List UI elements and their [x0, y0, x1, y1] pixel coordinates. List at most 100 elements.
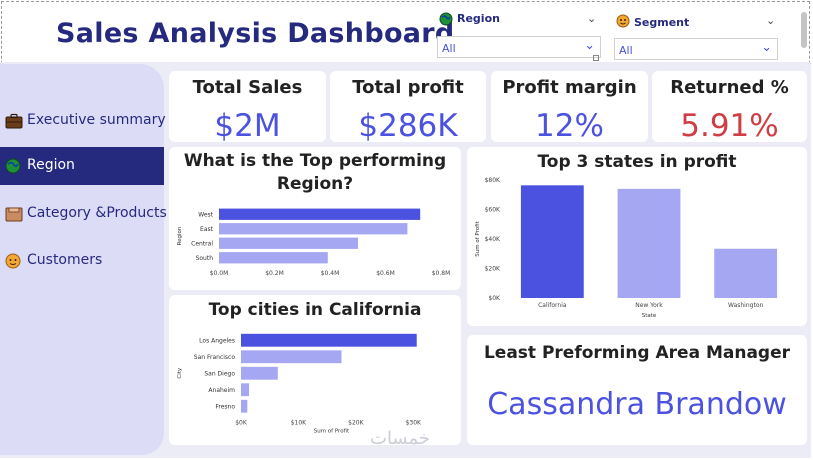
kpi-title: Total Sales — [192, 77, 303, 98]
page-title: Sales Analysis Dashboard — [56, 18, 455, 49]
segment-dropdown-value: All — [619, 44, 633, 57]
cities-chart-card: Top cities in California Los Angeles San … — [169, 295, 461, 445]
segment-dropdown[interactable]: All ⌄ — [614, 38, 778, 60]
axis-label-x: State — [642, 313, 657, 319]
tick-label: $60K — [485, 207, 501, 214]
category-label: San Diego — [204, 370, 235, 377]
sidebar-item-customers[interactable]: Customers — [0, 242, 164, 280]
globe-icon — [439, 12, 453, 30]
manager-title: Least Preforming Area Manager — [483, 343, 791, 363]
axis-label-x: Sum of Profit — [314, 429, 350, 435]
sidebar-item-label: Executive summary — [27, 112, 166, 128]
tick-label: $20K — [348, 420, 364, 427]
bar — [241, 333, 417, 347]
briefcase-icon — [5, 113, 23, 129]
region-dropdown[interactable]: All ⌄ — [437, 36, 601, 58]
category-label: Washington — [728, 302, 763, 309]
tick-label: $0K — [235, 420, 248, 427]
sidebar-item-label: Category &Products — [27, 205, 167, 221]
tick-label: $0.2M — [265, 270, 284, 277]
tick-label: $40K — [485, 236, 501, 243]
chart-title-line: What is the Top performing — [183, 151, 447, 171]
states-bar-chart: $0K $20K $40K $60K $80K California New York Was… — [475, 177, 778, 319]
segment-filter[interactable]: Segment ⌄ All ⌄ — [614, 14, 780, 60]
bar — [219, 223, 408, 235]
chevron-down-icon[interactable]: ⌄ — [761, 40, 772, 55]
category-label: South — [196, 255, 214, 262]
sidebar-item-category-products[interactable]: Category &Products — [0, 195, 167, 233]
person-icon — [616, 14, 630, 32]
category-label: West — [198, 211, 213, 218]
region-bar-chart: West East Central South $0.0M $0.2M $0.4M $0.6M… — [177, 208, 451, 277]
resize-handle[interactable] — [593, 55, 599, 61]
sidebar: Executive summary Region Category &Produ… — [0, 64, 167, 455]
bar — [241, 366, 278, 380]
category-label: California — [538, 302, 567, 309]
sidebar-item-executive-summary[interactable]: Executive summary — [0, 102, 166, 140]
bar — [241, 350, 342, 364]
bar — [241, 399, 248, 413]
chart-title: Top 3 states in profit — [537, 152, 737, 172]
chevron-down-icon[interactable]: ⌄ — [766, 14, 776, 27]
category-label: Fresno — [215, 403, 235, 410]
region-chart-card: What is the Top performing Region? West E… — [169, 147, 461, 290]
bar — [219, 208, 421, 220]
sidebar-item-region[interactable]: Region — [0, 147, 164, 185]
manager-card: Least Preforming Area Manager Cassandra … — [467, 335, 807, 445]
cities-bar-chart: Los Angeles San Francisco San Diego Anaheim… — [177, 333, 422, 435]
globe-icon — [5, 158, 21, 174]
chart-title-line: Region? — [276, 174, 354, 194]
tick-label: $80K — [485, 177, 501, 184]
chart-title: What is the Top performing Region? — [169, 150, 461, 196]
kpi-title: Returned % — [670, 77, 789, 98]
kpi-title: Total profit — [352, 77, 464, 98]
kpi-card-total-profit: Total profit $286K — [330, 71, 486, 144]
axis-label-y: Sum of Profit — [475, 220, 481, 256]
bar — [241, 383, 250, 397]
scrollbar[interactable] — [801, 12, 807, 48]
kpi-card-profit-margin: Profit margin 12% — [491, 71, 648, 144]
category-label: Los Angeles — [199, 337, 235, 344]
bar — [520, 185, 584, 298]
bar — [714, 248, 778, 298]
tick-label: $0.6M — [376, 270, 395, 277]
watermark: خمسات — [370, 428, 431, 449]
tick-label: $0.8M — [432, 270, 451, 277]
bar — [617, 188, 681, 298]
chart-title: Top cities in California — [208, 300, 422, 320]
chevron-down-icon[interactable]: ⌄ — [584, 38, 595, 53]
kpi-card-returned-percent: Returned % 5.91% — [652, 71, 807, 144]
person-icon — [5, 253, 21, 269]
chevron-down-icon[interactable]: ⌄ — [587, 12, 597, 25]
bar — [219, 237, 359, 249]
segment-filter-label: Segment — [634, 16, 690, 29]
category-label: New York — [635, 302, 663, 309]
kpi-value: 12% — [535, 108, 604, 144]
sidebar-item-label: Region — [27, 157, 75, 173]
states-chart-card: Top 3 states in profit $0K $20K $40K $60K $8… — [467, 147, 807, 326]
manager-name: Cassandra Brandow — [487, 387, 787, 422]
category-label: San Francisco — [194, 354, 236, 361]
tick-label: $0.4M — [321, 270, 340, 277]
category-label: Anaheim — [208, 387, 235, 394]
tick-label: $0.0M — [210, 270, 229, 277]
kpi-card-total-sales: Total Sales $2M — [169, 71, 326, 144]
tick-label: $20K — [485, 266, 501, 273]
region-filter-label: Region — [457, 12, 500, 25]
tick-label: $0K — [488, 295, 501, 302]
region-filter[interactable]: Region ⌄ All ⌄ — [437, 12, 603, 58]
kpi-value: 5.91% — [680, 108, 779, 144]
sidebar-item-label: Customers — [27, 252, 103, 268]
bar — [219, 252, 328, 264]
axis-label-y: City — [177, 367, 183, 379]
tick-label: $30K — [406, 420, 422, 427]
kpi-title: Profit margin — [502, 77, 637, 98]
kpi-value: $2M — [214, 108, 281, 144]
region-dropdown-value: All — [442, 42, 456, 55]
tick-label: $10K — [291, 420, 307, 427]
category-label: Central — [191, 240, 213, 247]
kpi-value: $286K — [358, 108, 458, 144]
category-label: East — [200, 226, 214, 233]
axis-label-y: Region — [177, 226, 183, 245]
box-icon — [5, 206, 23, 222]
